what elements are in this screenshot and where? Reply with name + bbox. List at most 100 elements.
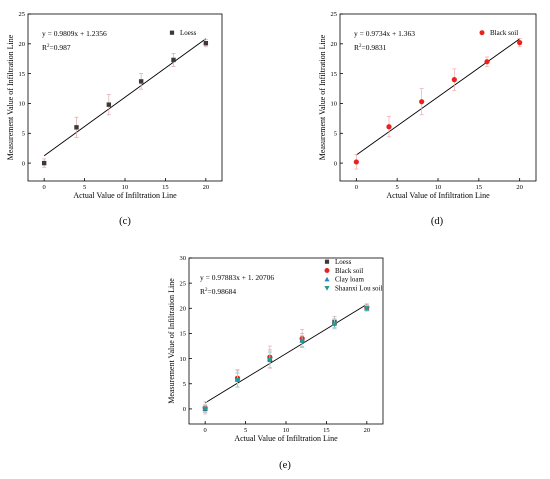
y-tick-label: 20 bbox=[180, 306, 187, 313]
y-tick-label: 15 bbox=[331, 71, 338, 78]
legend-label: Loess bbox=[180, 29, 197, 37]
fit-line bbox=[204, 303, 368, 404]
x-tick-label: 15 bbox=[162, 184, 169, 191]
panel-label: (c) bbox=[119, 216, 131, 227]
legend-label: Loess bbox=[335, 258, 352, 266]
y-tick-label: 0 bbox=[22, 160, 25, 167]
legend-label: Black soil bbox=[490, 29, 518, 37]
r-squared-value: =0.987 bbox=[50, 43, 71, 52]
legend-label: Black soil bbox=[335, 267, 363, 275]
panel-label: (e) bbox=[279, 460, 291, 471]
fit-equation: y = 0.9809x + 1.2356 bbox=[42, 29, 107, 38]
r-squared-prefix: R bbox=[354, 43, 359, 52]
series-black-soil bbox=[353, 38, 523, 170]
series-loess bbox=[202, 304, 370, 413]
x-tick-label: 0 bbox=[355, 184, 358, 191]
legend-label: Clay loam bbox=[335, 276, 365, 284]
y-tick-label: 10 bbox=[331, 101, 338, 108]
legend-marker bbox=[324, 259, 330, 264]
fit-equation: y = 0.9734x + 1.363 bbox=[354, 29, 415, 38]
data-point bbox=[419, 99, 425, 105]
legend-marker bbox=[324, 276, 330, 282]
data-point bbox=[386, 124, 392, 130]
data-point bbox=[451, 77, 457, 83]
legend-marker bbox=[324, 286, 330, 291]
x-tick-label: 20 bbox=[203, 184, 210, 191]
y-tick-label: 15 bbox=[180, 331, 187, 338]
y-axis-label: Measurement Value of Infiltration Line bbox=[6, 34, 15, 160]
x-tick-label: 5 bbox=[396, 184, 399, 191]
data-point bbox=[299, 339, 305, 345]
y-axis-label: Measurement Value of Infiltration Line bbox=[167, 278, 176, 404]
data-point bbox=[517, 40, 523, 46]
x-axis-label: Actual Value of Infiltration Line bbox=[234, 434, 338, 443]
r-squared: R2=0.987 bbox=[42, 43, 71, 52]
data-point bbox=[364, 306, 370, 312]
x-tick-label: 10 bbox=[122, 184, 129, 191]
data-point bbox=[41, 160, 47, 166]
x-tick-label: 0 bbox=[204, 427, 207, 434]
r-squared-superscript: 2 bbox=[47, 44, 50, 49]
series-loess bbox=[41, 39, 209, 168]
data-point bbox=[74, 125, 79, 130]
data-point bbox=[202, 406, 208, 412]
panel-label: (d) bbox=[431, 216, 444, 227]
r-squared-value: =0.98684 bbox=[208, 287, 237, 296]
y-tick-label: 0 bbox=[334, 160, 337, 167]
chart-panel-d: 0 5 10 15 20 0 5 10 15 20 25 Actual Value of Infilt… bbox=[318, 11, 537, 227]
y-tick-label: 25 bbox=[180, 280, 187, 287]
y-tick-label: 10 bbox=[19, 101, 26, 108]
data-point bbox=[138, 79, 144, 84]
plot-frame bbox=[339, 13, 537, 182]
y-tick-label: 5 bbox=[22, 130, 25, 137]
r-squared: R2=0.9831 bbox=[354, 43, 387, 52]
x-tick-label: 20 bbox=[364, 427, 371, 434]
r-squared-superscript: 2 bbox=[359, 44, 362, 49]
chart-panel-c: 0 5 10 15 20 0 5 10 15 20 25 Actual Value of Infilt… bbox=[6, 11, 223, 227]
legend-marker bbox=[324, 268, 330, 273]
y-axis-label: Measurement Value of Infiltration Line bbox=[318, 34, 327, 160]
legend-label: Shaanxi Lou soil bbox=[335, 284, 382, 292]
r-squared-prefix: R bbox=[200, 287, 205, 296]
x-tick-label: 5 bbox=[83, 184, 86, 191]
x-tick-label: 0 bbox=[43, 184, 46, 191]
y-tick-label: 0 bbox=[183, 406, 186, 413]
x-tick-label: 5 bbox=[244, 427, 247, 434]
r-squared-value: =0.9831 bbox=[362, 43, 387, 52]
y-tick-label: 5 bbox=[334, 130, 337, 137]
x-tick-label: 20 bbox=[516, 184, 523, 191]
r-squared-prefix: R bbox=[42, 43, 47, 52]
fit-equation: y = 0.97883x + 1. 20706 bbox=[200, 273, 274, 282]
data-point bbox=[331, 322, 338, 328]
series-shaanxi-lou-soil bbox=[202, 305, 370, 413]
fit-line bbox=[43, 38, 207, 157]
data-point bbox=[171, 57, 176, 63]
x-tick-label: 10 bbox=[283, 427, 290, 434]
chart-panel-e: 0 5 10 15 20 0 5 10 15 20 25 30 Actual Value of Infi… bbox=[167, 255, 384, 471]
y-tick-label: 10 bbox=[180, 356, 187, 363]
data-point bbox=[203, 41, 209, 46]
y-tick-label: 15 bbox=[19, 71, 26, 78]
r-squared-superscript: 2 bbox=[205, 288, 208, 293]
data-point bbox=[234, 378, 241, 383]
y-tick-label: 5 bbox=[183, 381, 186, 388]
y-tick-label: 25 bbox=[331, 11, 338, 18]
y-tick-label: 25 bbox=[19, 11, 26, 18]
data-point bbox=[106, 102, 112, 107]
y-tick-label: 30 bbox=[180, 255, 187, 262]
x-tick-label: 10 bbox=[435, 184, 442, 191]
x-tick-label: 15 bbox=[476, 184, 483, 191]
r-squared: R2=0.98684 bbox=[200, 287, 236, 296]
data-point bbox=[353, 159, 359, 165]
x-axis-label: Actual Value of Infiltration Line bbox=[73, 191, 177, 200]
x-axis-label: Actual Value of Infiltration Line bbox=[386, 191, 490, 200]
data-point bbox=[484, 59, 490, 65]
legend-marker bbox=[169, 30, 175, 35]
legend-marker bbox=[479, 30, 485, 36]
y-tick-label: 20 bbox=[331, 41, 338, 48]
data-point bbox=[267, 357, 273, 363]
y-tick-label: 20 bbox=[19, 41, 26, 48]
series-black-soil bbox=[202, 303, 370, 415]
fit-line bbox=[356, 38, 520, 156]
